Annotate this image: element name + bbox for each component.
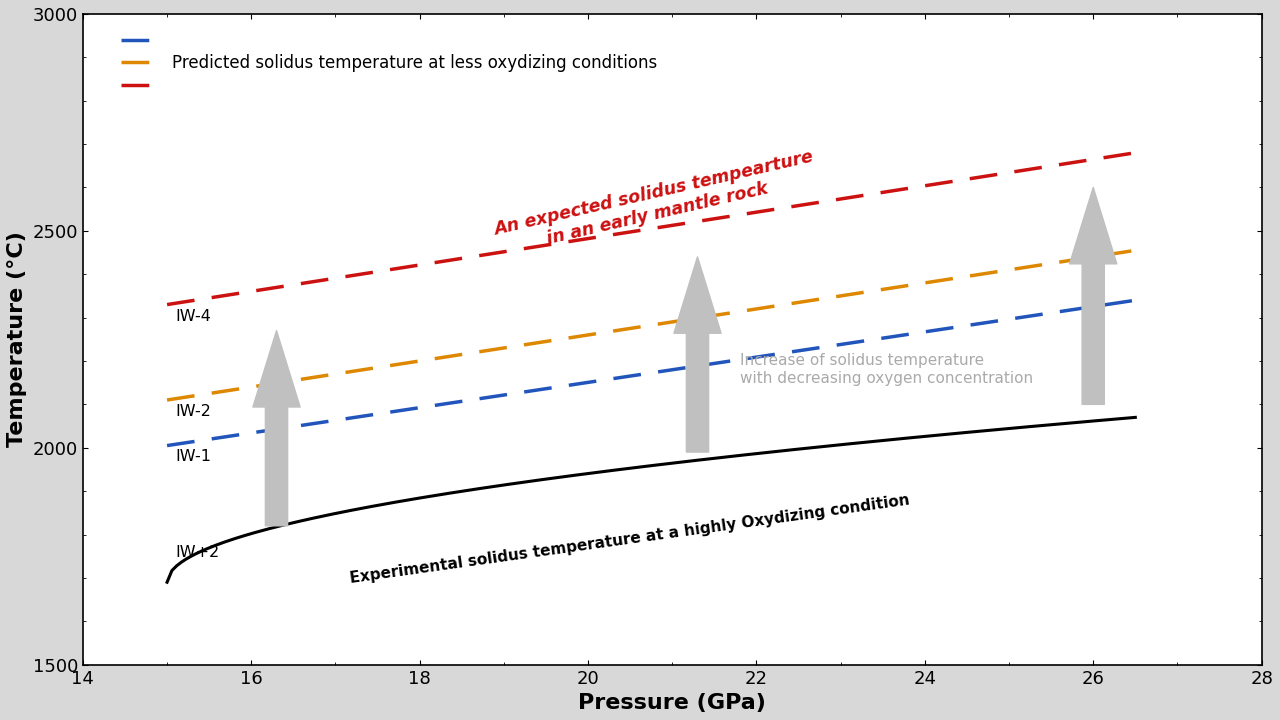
Text: An expected solidus tempearture
in an early mantle rock: An expected solidus tempearture in an ea…: [492, 148, 819, 260]
Text: Experimental solidus temperature at a highly Oxydizing condition: Experimental solidus temperature at a hi…: [349, 492, 911, 585]
Text: IW-4: IW-4: [175, 309, 211, 324]
Text: IW-1: IW-1: [175, 449, 211, 464]
X-axis label: Pressure (GPa): Pressure (GPa): [579, 693, 767, 713]
Y-axis label: Temperature (°C): Temperature (°C): [6, 231, 27, 447]
Text: Increase of solidus temperature
with decreasing oxygen concentration: Increase of solidus temperature with dec…: [740, 354, 1033, 386]
Legend: , Predicted solidus temperature at less oxydizing conditions, : , Predicted solidus temperature at less …: [120, 32, 658, 94]
Text: IW+2: IW+2: [175, 545, 220, 560]
Text: IW-2: IW-2: [175, 404, 211, 419]
